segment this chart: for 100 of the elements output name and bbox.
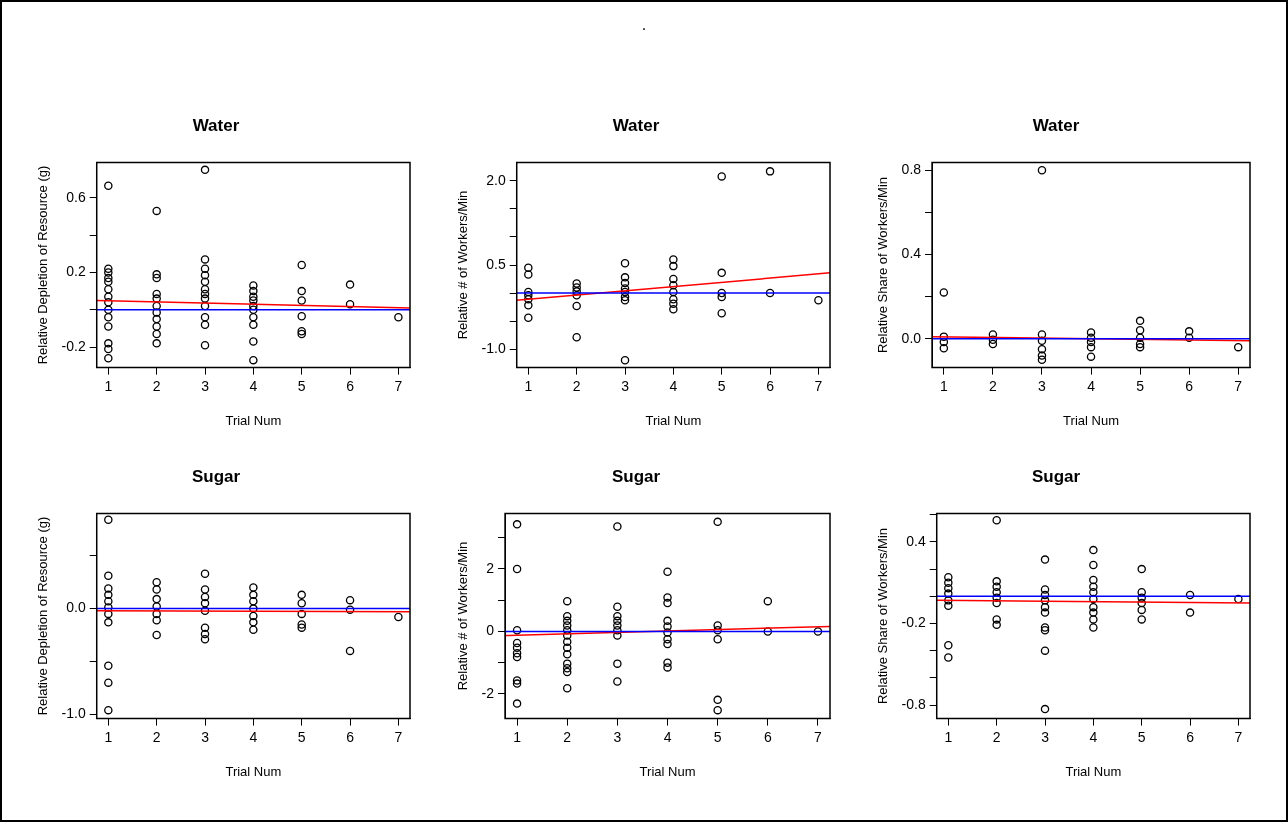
point [717,292,726,302]
point [939,337,949,347]
chart-title: Water [612,115,660,135]
point [104,181,113,190]
point [562,684,572,693]
point [1086,333,1096,342]
point [200,320,210,329]
point [992,515,1001,525]
x-tick-label: 2 [989,377,997,394]
point [345,280,355,289]
point [669,305,678,314]
point [663,622,672,631]
x-axis-title: Trial Num [225,412,282,428]
point [663,663,672,672]
point [200,623,210,632]
point [562,616,572,626]
y-tick-label: -0.2 [61,337,86,354]
point [104,661,113,670]
point [1089,602,1098,612]
point [297,312,306,321]
point [992,587,1001,597]
y-axis-title: Relative Depletion of Resource (g) [35,165,51,365]
point [620,287,630,297]
x-axis-title: Trial Num [1063,412,1119,428]
x-tick-label: 6 [766,377,775,394]
point [512,643,522,652]
point [713,621,722,630]
x-tick-label: 5 [297,377,306,394]
point [669,294,678,304]
y-axis-title: Relative # of Workers/Min [455,541,471,691]
point [939,288,949,297]
x-tick-label: 2 [152,377,161,394]
x-tick-label: 1 [939,377,948,394]
point [813,627,823,636]
point [512,564,522,574]
point [104,596,113,606]
chart-title: Sugar [1031,466,1081,486]
point [562,621,572,630]
y-tick-label: -1.0 [481,339,506,356]
point [104,618,113,627]
point [104,590,113,600]
point [1089,587,1098,597]
point [613,602,622,612]
point [613,625,622,635]
point [717,268,726,278]
point [1089,594,1098,604]
point [104,354,113,363]
point [104,584,113,593]
point [1089,623,1098,632]
point [1037,355,1047,365]
point [988,339,998,349]
point [297,623,306,632]
point [200,264,210,273]
x-tick-label: 7 [394,377,403,394]
x-axis-title: Trial Num [225,763,282,779]
point [1040,585,1050,594]
point [988,335,998,345]
point [1040,596,1050,605]
point [1040,590,1050,600]
point [717,308,726,318]
point [200,599,210,608]
point [944,601,953,611]
point [512,638,522,648]
point [1137,593,1146,602]
y-tick-label: 0.4 [901,245,922,262]
point [512,649,522,658]
point [1040,626,1050,635]
x-tick-label: 2 [992,728,1001,745]
point [249,292,258,301]
point [765,167,775,176]
point [249,611,258,621]
point [765,288,775,298]
point [200,294,210,303]
point [1137,605,1146,615]
point [345,299,355,309]
point [663,616,672,626]
point [152,577,161,587]
x-tick-label: 5 [297,728,306,745]
point [1040,608,1050,617]
point [1135,333,1145,342]
point [1086,337,1096,347]
point [104,277,113,287]
y-tick-label: 0.0 [66,599,86,616]
point [620,356,630,365]
point [200,629,210,639]
y-tick-label: 0.2 [66,263,86,280]
point [1185,590,1195,600]
point [1089,615,1098,624]
point [713,705,722,715]
point [249,312,258,322]
point [1040,623,1050,632]
y-axis-title: Relative Share of Workers/Min [875,176,891,354]
point [562,664,572,673]
point [249,281,258,290]
point [152,602,161,611]
text: . [641,16,647,33]
point [992,582,1001,592]
point [249,320,258,329]
point [200,635,210,644]
x-axis-title: Trial Num [1065,763,1122,779]
